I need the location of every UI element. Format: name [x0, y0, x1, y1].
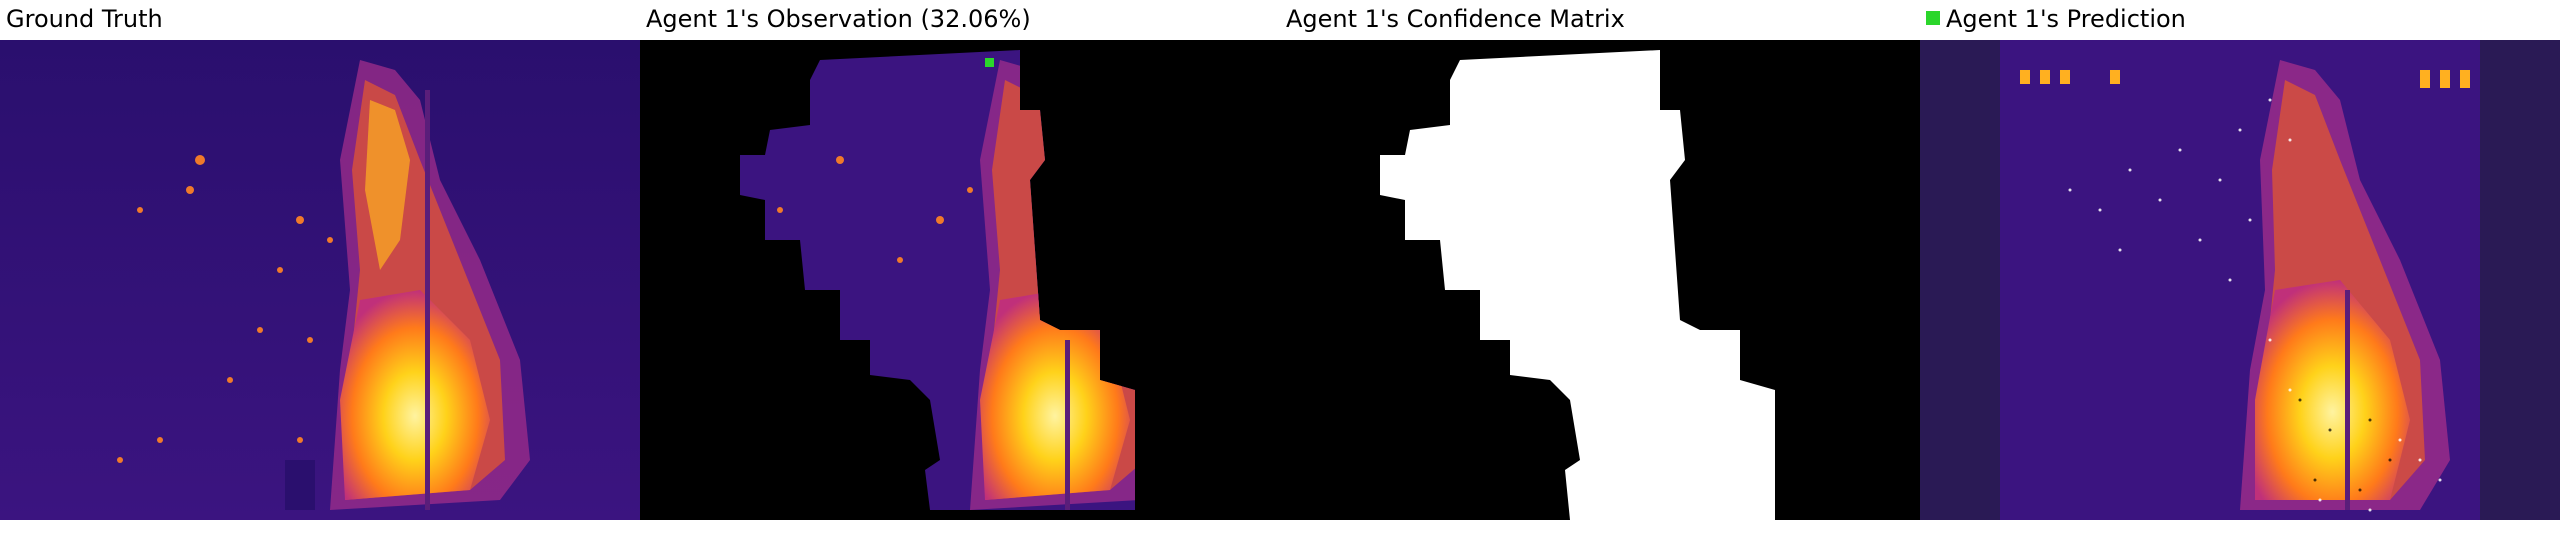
panel-title: Agent 1's Prediction	[1926, 4, 2186, 34]
prediction-title-text: Agent 1's Prediction	[1946, 5, 2186, 33]
panel-confidence: Agent 1's Confidence Matrix	[1280, 0, 1920, 560]
panel-prediction: Agent 1's Prediction	[1920, 0, 2560, 560]
legend-marker-icon	[1926, 11, 1940, 25]
agent-marker-icon	[985, 58, 994, 67]
prediction-image	[1920, 40, 2560, 520]
observation-image	[640, 40, 1280, 520]
confidence-matrix-image	[1280, 40, 1920, 520]
panel-title: Agent 1's Confidence Matrix	[1286, 5, 1625, 33]
panel-observation: Agent 1's Observation (32.06%)	[640, 0, 1280, 560]
ground-truth-image	[0, 40, 640, 520]
panel-ground-truth: Ground Truth	[0, 0, 640, 560]
panel-title: Ground Truth	[6, 5, 163, 33]
panel-title: Agent 1's Observation (32.06%)	[646, 5, 1031, 33]
